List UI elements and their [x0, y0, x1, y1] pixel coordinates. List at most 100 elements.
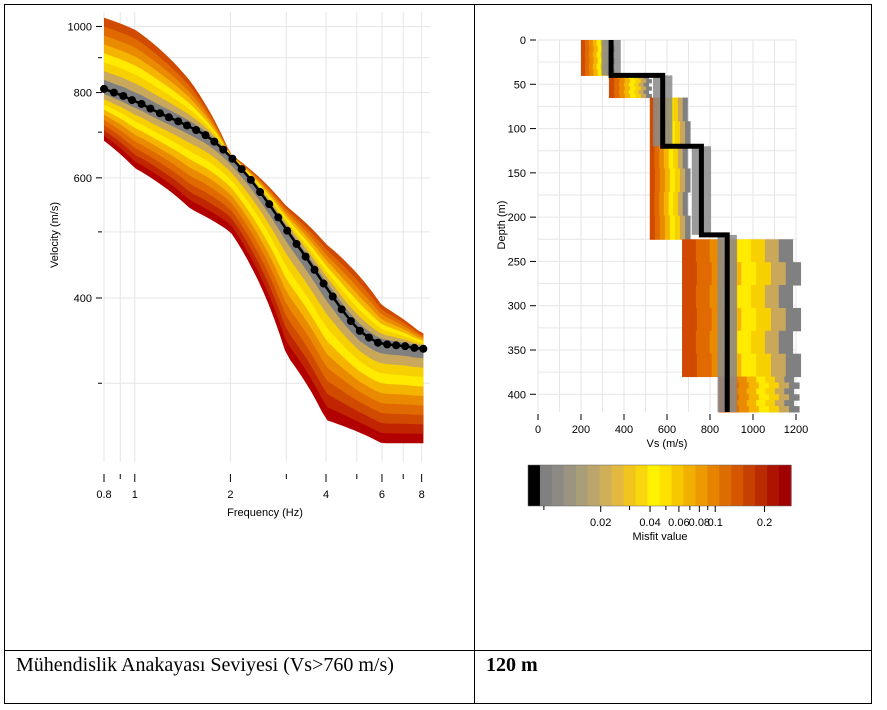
profile-band-cell: [649, 121, 656, 146]
profile-band-cell: [592, 51, 598, 59]
profile-band-cell: [679, 215, 686, 240]
profile-band-cell: [614, 86, 621, 91]
colorbar-cell: [767, 465, 780, 506]
x-tick-label: 4: [323, 489, 329, 501]
profile-band-cell: [630, 93, 637, 99]
profile-band-cell: [613, 90, 620, 95]
profile-band-cell: [638, 90, 645, 95]
profile-band-cell: [619, 93, 626, 99]
misfit-colorbar: [527, 464, 792, 507]
profile-band-cell: [581, 45, 586, 53]
profile-band-cell: [581, 57, 586, 65]
profile-band-cell: [618, 82, 625, 87]
best-fit-point: [355, 326, 364, 335]
profile-envelope: [581, 40, 802, 413]
best-fit-point: [364, 333, 373, 342]
profile-band-cell: [778, 239, 794, 263]
x-tick-label: 0.8: [96, 489, 111, 501]
profile-band-cell: [778, 406, 790, 413]
profile-band-cell: [765, 376, 776, 383]
colorbar-cell: [563, 465, 577, 506]
profile-band-cell: [664, 215, 671, 240]
profile-band-cell: [682, 330, 697, 355]
profile-band-cell: [630, 79, 637, 84]
profile-band-cell: [746, 400, 757, 407]
profile-band-cell: [659, 144, 665, 169]
colorbar-cell: [635, 465, 649, 506]
best-fit-point: [164, 113, 173, 122]
profile-band-cell: [614, 93, 621, 99]
x-tick-label: 8: [419, 489, 425, 501]
profile-band-cell: [646, 79, 652, 84]
profile-band-cell: [748, 406, 760, 413]
y-tick-label: 200: [508, 212, 526, 224]
best-fit-point: [137, 99, 146, 108]
profile-band-cell: [695, 239, 711, 263]
profile-band-cell: [674, 215, 681, 240]
profile-band-cell: [669, 168, 676, 193]
colorbar-tick-label: 0.02: [590, 517, 611, 529]
profile-band-cell: [679, 121, 686, 146]
best-fit-point: [100, 84, 108, 93]
best-fit-point: [127, 96, 136, 105]
y-tick-label: 50: [514, 79, 526, 91]
profile-band-cell: [633, 82, 640, 87]
profile-band-cell: [593, 69, 599, 76]
profile-band-cell: [673, 97, 679, 122]
profile-band-cell: [737, 239, 752, 263]
profile-band-cell: [646, 93, 652, 99]
profile-band-cell: [628, 90, 635, 95]
profile-band-cell: [685, 215, 691, 240]
x-axis-label: Vs (m/s): [647, 438, 688, 450]
profile-band-cell: [592, 40, 598, 47]
profile-band-cell: [613, 82, 620, 87]
colorbar-cell: [599, 465, 613, 506]
y-tick-label: 300: [508, 301, 526, 313]
misfit-envelope: [104, 17, 424, 444]
profile-band-cell: [785, 353, 802, 378]
best-fit-point: [337, 305, 346, 314]
x-tick-label: 6: [379, 489, 385, 501]
profile-band-cell: [589, 57, 595, 65]
best-fit-point: [201, 131, 210, 140]
profile-band-cell: [584, 51, 590, 59]
profile-band-cell: [774, 400, 785, 407]
profile-band-cell: [654, 215, 661, 240]
profile-band-cell: [597, 69, 603, 76]
best-fit-point: [392, 341, 401, 350]
y-tick-label: 400: [74, 293, 92, 305]
profile-band-cell: [633, 90, 640, 95]
profile-band-cell: [768, 394, 780, 401]
profile-band-cell: [643, 82, 650, 87]
y-axis-label: Velocity (m/s): [49, 202, 61, 268]
profile-band-cell: [668, 144, 674, 169]
profile-band-cell: [654, 144, 660, 169]
profile-band-cell: [748, 382, 760, 389]
colorbar-cell: [587, 465, 601, 506]
profile-band-cell: [640, 79, 647, 84]
profile-band-cell: [756, 400, 767, 407]
profile-band-cell: [784, 400, 795, 407]
profile-band-cell: [589, 69, 595, 76]
profile-band-cell: [630, 86, 637, 91]
x-axis-label: Frequency (Hz): [227, 507, 303, 519]
profile-band-cell: [756, 388, 767, 395]
profile-band-cell: [674, 168, 681, 193]
x-tick-label: 1200: [784, 424, 808, 436]
colorbar-outline: [527, 464, 792, 507]
best-fit-point: [246, 175, 255, 184]
profile-band-cell: [669, 121, 676, 146]
x-tick-label: 200: [572, 424, 590, 436]
profile-band-cell: [756, 262, 772, 286]
profile-band-cell: [618, 90, 625, 95]
profile-band-cell: [682, 239, 697, 263]
profile-band-cell: [635, 86, 642, 91]
profile-band-cell: [774, 388, 785, 395]
profile-band-cell: [588, 40, 594, 47]
profile-band-cell: [596, 40, 602, 47]
profile-band-cell: [593, 45, 599, 53]
profile-band-cell: [597, 57, 603, 65]
x-tick-label: 1: [132, 489, 138, 501]
profile-band-cell: [638, 82, 645, 87]
best-fit-point: [219, 145, 228, 154]
